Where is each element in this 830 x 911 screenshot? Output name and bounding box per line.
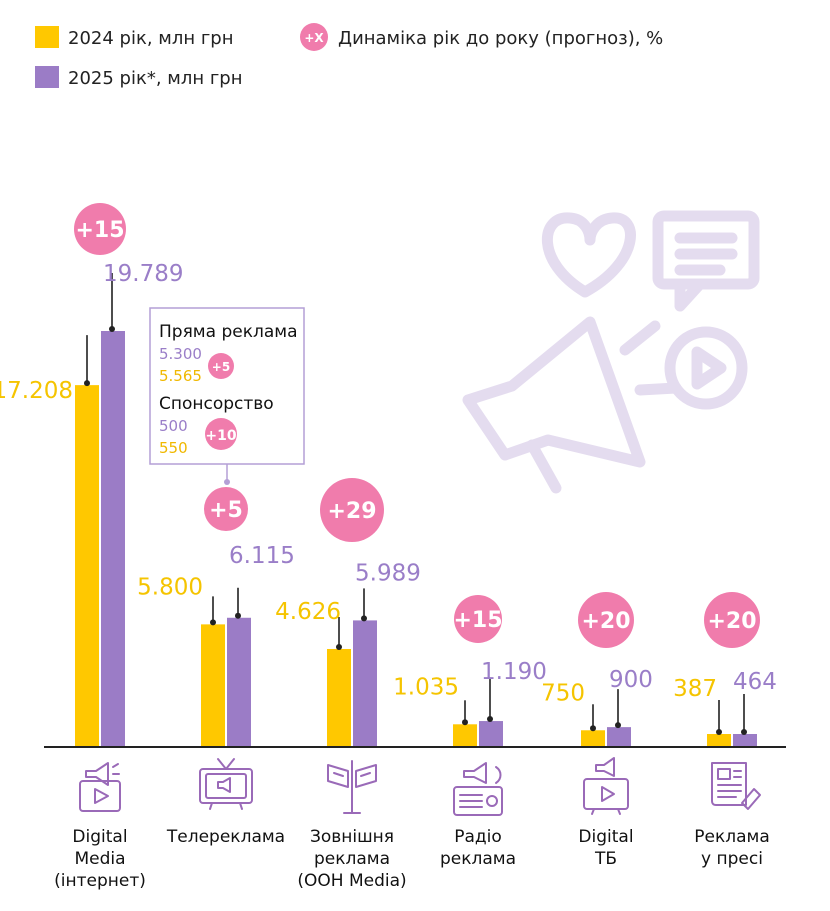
leader-dot-2024-4 [590, 725, 596, 732]
legend-label-growth: Динаміка рік до року (прогноз), % [338, 28, 663, 49]
bar-2025-0 [101, 331, 125, 746]
leader-dot-2025-5 [741, 729, 747, 735]
growth-badge-5 [704, 592, 760, 648]
category-label-0-0: Digital [72, 827, 127, 847]
bar-2025-1 [227, 617, 251, 746]
category-label-1-0: Телереклама [166, 827, 285, 847]
value-label-2024-4: 750 [541, 680, 585, 706]
value-label-2024-0: 17.208 [0, 378, 73, 404]
leader-dot-2024-0 [84, 380, 90, 387]
value-label-2024-3: 1.035 [393, 674, 459, 700]
sponsorship-2025: 500 [159, 417, 188, 435]
direct-ads-2024: 5.565 [159, 367, 202, 385]
value-label-2025-1: 6.115 [229, 543, 295, 569]
direct-ads-2025: 5.300 [159, 345, 202, 363]
growth-badge-4 [578, 592, 634, 648]
legend: 2024 рік, млн грн 2025 рік*, млн грн +X … [35, 23, 663, 89]
direct-ads-name: Пряма реклама [159, 322, 298, 342]
radio-icon [453, 762, 503, 816]
leader-dot-2024-3 [462, 719, 468, 726]
growth-badge-0 [74, 203, 126, 255]
legend-swatch-2025 [35, 66, 59, 88]
leader-dot-2025-0 [109, 326, 115, 332]
bar-2024-2 [327, 648, 351, 746]
bar-2024-0 [75, 385, 99, 746]
value-label-2024-1: 5.800 [137, 574, 203, 600]
category-label-2-0: Зовнішня [310, 827, 394, 847]
growth-label-0: +15 [75, 218, 124, 243]
category-label-3-0: Радіо [454, 827, 502, 847]
category-label-2-1: реклама [314, 849, 390, 869]
sponsorship-growth-badge [205, 418, 237, 450]
digital-tv-icon [583, 757, 629, 815]
bar-2025-2 [353, 620, 377, 746]
bar-2025-4 [607, 727, 631, 746]
category-label-3-1: реклама [440, 849, 516, 869]
direct-ads-growth-badge [208, 353, 234, 379]
direct-ads-growth: +5 [212, 360, 230, 374]
sponsorship-name: Спонсорство [159, 394, 274, 414]
value-label-2025-2: 5.989 [355, 560, 421, 586]
newspaper-icon [711, 762, 761, 810]
leader-dot-2025-3 [487, 716, 493, 723]
category-label-2-2: (OOH Media) [297, 871, 406, 891]
growth-label-3: +15 [453, 608, 502, 633]
bar-2024-5 [707, 734, 731, 746]
sponsorship-growth: +10 [205, 428, 236, 444]
growth-label-5: +20 [707, 609, 756, 634]
legend-badge-symbol: +X [304, 31, 324, 45]
legend-label-2025: 2025 рік*, млн грн [68, 68, 243, 89]
megaphone-video-icon [79, 762, 121, 812]
growth-badge-3 [454, 595, 502, 643]
leader-dot-2025-1 [235, 612, 241, 619]
growth-label-4: +20 [581, 609, 630, 634]
leader-dot-2024-2 [336, 643, 342, 650]
leader-dot-2025-2 [361, 615, 367, 622]
legend-label-2024: 2024 рік, млн грн [68, 28, 234, 49]
legend-swatch-2024 [35, 26, 59, 48]
value-label-2025-0: 19.789 [103, 261, 183, 287]
bar-2025-3 [479, 721, 503, 746]
category-label-0-2: (інтернет) [54, 871, 146, 891]
chart-marks: 17.208 19.789 +15 5.800 6.115 +5 4.626 5.989 +29… [0, 203, 777, 746]
growth-badge-1 [204, 487, 248, 531]
leader-dot-2024-5 [716, 729, 722, 735]
tv-breakdown-callout: Пряма реклама 5.300 5.565 +5 Спонсорство… [149, 307, 305, 485]
value-label-2025-5: 464 [733, 669, 777, 695]
tv-breakdown-connector-dot [224, 479, 230, 485]
value-label-2024-2: 4.626 [275, 599, 341, 625]
value-label-2025-4: 900 [609, 667, 653, 693]
tv-icon [199, 758, 253, 810]
category-label-0-1: Media [74, 849, 125, 869]
category-label-5-1: у пресі [701, 849, 763, 869]
legend-badge-swatch [300, 23, 328, 51]
sponsorship-2024: 550 [159, 439, 188, 457]
leader-dot-2024-1 [210, 619, 216, 626]
category-icons [79, 757, 761, 816]
category-label-5-0: Реклама [694, 827, 770, 847]
growth-label-2: +29 [327, 499, 376, 524]
bar-2024-4 [581, 730, 605, 746]
growth-badge-2 [320, 478, 384, 542]
bar-2024-1 [201, 624, 225, 746]
decorative-megaphone-illustration [462, 210, 760, 494]
bar-2025-5 [733, 734, 757, 746]
growth-label-1: +5 [209, 498, 243, 523]
category-label-4-0: Digital [578, 827, 633, 847]
value-label-2024-5: 387 [673, 676, 717, 702]
leader-dot-2025-4 [615, 722, 621, 729]
value-label-2025-3: 1.190 [481, 659, 547, 685]
category-label-4-1: ТБ [594, 849, 617, 869]
billboard-icon [327, 760, 377, 814]
bar-2024-3 [453, 724, 477, 746]
